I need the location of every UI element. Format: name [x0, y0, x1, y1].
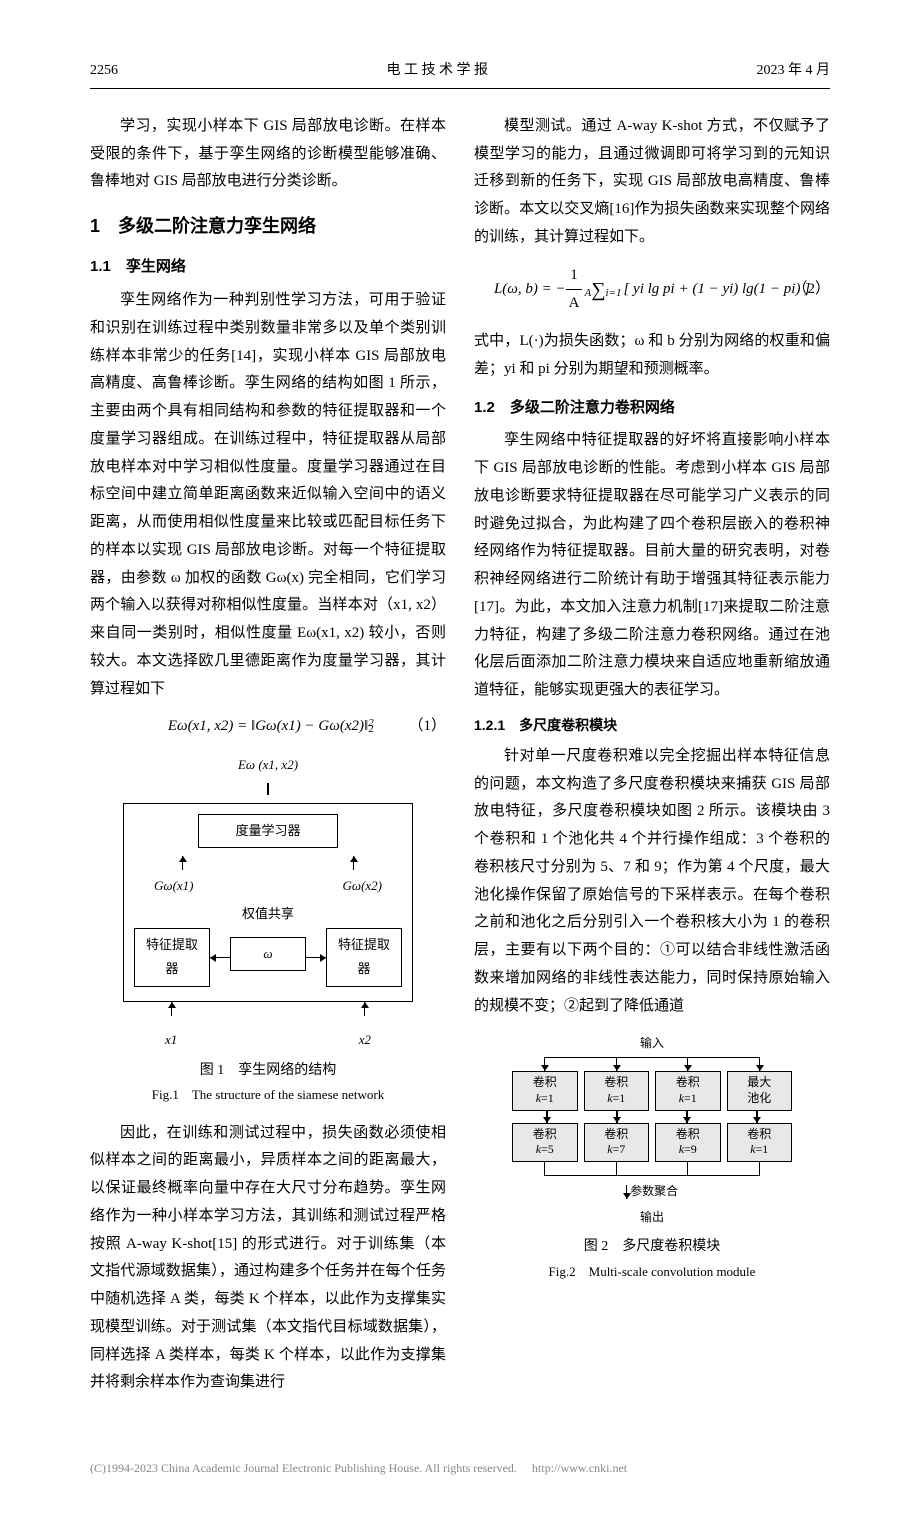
- weight-share-label: 权值共享: [134, 902, 402, 926]
- conv-k1-box: 卷积k=1: [584, 1071, 650, 1110]
- page-footer: (C)1994-2023 China Academic Journal Elec…: [90, 1457, 830, 1479]
- gw-right: Gω(x2): [343, 874, 383, 898]
- fig2-output-label: 输出: [512, 1206, 792, 1228]
- copyright-text: (C)1994-2023 China Academic Journal Elec…: [90, 1461, 517, 1475]
- footer-url: http://www.cnki.net: [532, 1461, 627, 1475]
- fig1-output-label: Eω (x1, x2): [123, 753, 413, 777]
- equation-number: （1）: [408, 713, 446, 741]
- header-date: 2023 年 4 月: [757, 58, 831, 84]
- figure-2: 输入 卷积k=1 卷积k=1 卷积k=1 最大池化 卷积k=5: [474, 1032, 830, 1284]
- conv-k9-box: 卷积k=9: [655, 1123, 721, 1162]
- conv-k7-box: 卷积k=7: [584, 1123, 650, 1162]
- x1-label: x1: [165, 1028, 177, 1052]
- body-text: 针对单一尺度卷积难以完全挖掘出样本特征信息的问题，本文构造了多尺度卷积模块来捕获…: [474, 743, 830, 1021]
- equation-1: Eω(x1, x2) = ‖Gω(x1) − Gω(x2)‖22 （1）: [90, 713, 446, 741]
- fig1-caption-en: Fig.1 The structure of the siamese netwo…: [90, 1083, 446, 1107]
- fig2-caption-en: Fig.2 Multi-scale convolution module: [474, 1260, 830, 1284]
- body-text: 孪生网络中特征提取器的好坏将直接影响小样本下 GIS 局部放电诊断的性能。考虑到…: [474, 427, 830, 705]
- equation-number: （2）: [792, 276, 830, 304]
- body-text: 式中，L(·)为损失函数；ω 和 b 分别为网络的权重和偏差；yi 和 pi 分…: [474, 328, 830, 384]
- right-column: 模型测试。通过 A-way K-shot 方式，不仅赋予了模型学习的能力，且通过…: [474, 113, 830, 1397]
- subsubsection-heading-121: 1.2.1 多尺度卷积模块: [474, 713, 830, 739]
- figure-1: Eω (x1, x2) 度量学习器 Gω(x1) Gω(x2) 权值共享 特征提…: [90, 753, 446, 1107]
- page-number: 2256: [90, 58, 118, 84]
- gw-left: Gω(x1): [154, 874, 194, 898]
- omega-box: ω: [230, 937, 306, 971]
- journal-name: 电 工 技 术 学 报: [387, 58, 489, 84]
- fig2-agg-label: 参数聚合: [630, 1184, 678, 1198]
- fig2-caption-cn: 图 2 多尺度卷积模块: [474, 1234, 830, 1260]
- page-header: 2256 电 工 技 术 学 报 2023 年 4 月: [90, 58, 830, 89]
- subsection-heading-11: 1.1 孪生网络: [90, 253, 446, 281]
- extractor-left: 特征提取器: [134, 928, 210, 986]
- left-column: 学习，实现小样本下 GIS 局部放电诊断。在样本受限的条件下，基于孪生网络的诊断…: [90, 113, 446, 1397]
- conv-k1-box: 卷积k=1: [727, 1123, 793, 1162]
- extractor-right: 特征提取器: [326, 928, 402, 986]
- x2-label: x2: [359, 1028, 371, 1052]
- body-text: 学习，实现小样本下 GIS 局部放电诊断。在样本受限的条件下，基于孪生网络的诊断…: [90, 113, 446, 196]
- equation-2: L(ω, b) = − 1A A∑i=1 [ yi lg pi + (1 − y…: [474, 262, 830, 319]
- maxpool-box: 最大池化: [727, 1071, 793, 1110]
- conv-k5-box: 卷积k=5: [512, 1123, 578, 1162]
- conv-k1-box: 卷积k=1: [512, 1071, 578, 1110]
- fig2-row2: 卷积k=5 卷积k=7 卷积k=9 卷积k=1: [512, 1123, 792, 1162]
- body-text: 孪生网络作为一种判别性学习方法，可用于验证和识别在训练过程中类别数量非常多以及单…: [90, 287, 446, 703]
- body-text: 模型测试。通过 A-way K-shot 方式，不仅赋予了模型学习的能力，且通过…: [474, 113, 830, 252]
- fig2-row1: 卷积k=1 卷积k=1 卷积k=1 最大池化: [512, 1071, 792, 1110]
- section-heading-1: 1 多级二阶注意力孪生网络: [90, 210, 446, 243]
- conv-k1-box: 卷积k=1: [655, 1071, 721, 1110]
- two-column-body: 学习，实现小样本下 GIS 局部放电诊断。在样本受限的条件下，基于孪生网络的诊断…: [90, 113, 830, 1397]
- fig2-input-label: 输入: [512, 1032, 792, 1054]
- metric-learner-box: 度量学习器: [198, 814, 338, 848]
- body-text: 因此，在训练和测试过程中，损失函数必须使相似样本之间的距离最小，异质样本之间的距…: [90, 1120, 446, 1398]
- subsection-heading-12: 1.2 多级二阶注意力卷积网络: [474, 394, 830, 422]
- fig1-caption-cn: 图 1 孪生网络的结构: [90, 1058, 446, 1084]
